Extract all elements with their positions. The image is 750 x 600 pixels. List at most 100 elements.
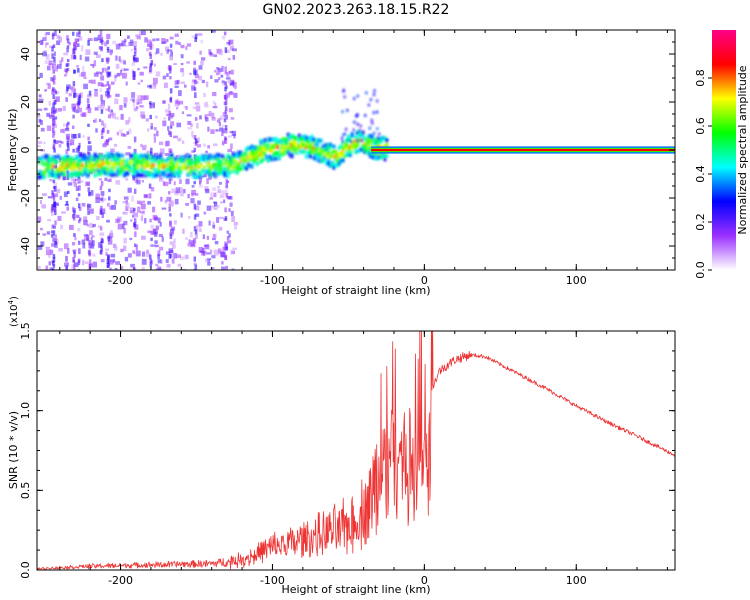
- heatmap-cell: [168, 173, 172, 178]
- heatmap-cell: [133, 71, 136, 77]
- heatmap-cell: [341, 110, 344, 114]
- heatmap-cell: [135, 98, 139, 103]
- heatmap-cell: [69, 139, 75, 146]
- spectrogram-ytick-label: 0: [19, 147, 32, 154]
- heatmap-cell: [232, 152, 236, 157]
- heatmap-cell: [193, 70, 197, 76]
- heatmap-cell: [143, 144, 148, 149]
- heatmap-cell: [150, 60, 154, 66]
- heatmap-cell: [52, 94, 55, 100]
- heatmap-cell: [65, 89, 69, 94]
- heatmap-cell: [139, 71, 144, 76]
- heatmap-cell: [125, 202, 130, 206]
- heatmap-cell: [148, 183, 152, 189]
- heatmap-cell: [233, 225, 237, 230]
- heatmap-cell: [89, 165, 94, 170]
- heatmap-cell: [58, 247, 63, 252]
- heatmap-cell: [77, 181, 81, 184]
- heatmap-cell: [58, 169, 63, 174]
- heatmap-cell: [279, 139, 283, 144]
- spectrogram-xtick-label: 0: [421, 274, 428, 287]
- heatmap-cell: [91, 167, 95, 172]
- heatmap-cell: [77, 146, 80, 152]
- heatmap-cell: [228, 39, 234, 45]
- heatmap-cell: [151, 166, 156, 171]
- heatmap-cell: [150, 163, 154, 168]
- heatmap-cell: [226, 235, 230, 241]
- heatmap-cell: [42, 37, 47, 41]
- heatmap-cell: [42, 171, 46, 176]
- heatmap-cell: [215, 155, 219, 160]
- heatmap-cell: [169, 76, 172, 80]
- heatmap-cell: [206, 161, 210, 166]
- heatmap-cell: [264, 143, 269, 148]
- heatmap-cell: [51, 127, 55, 134]
- heatmap-cell: [174, 101, 180, 107]
- heatmap-cell: [40, 127, 45, 132]
- heatmap-cell: [228, 70, 231, 74]
- heatmap-cell: [164, 158, 168, 163]
- heatmap-cell: [149, 101, 152, 105]
- heatmap-cell: [86, 161, 90, 166]
- heatmap-cell: [157, 163, 161, 168]
- heatmap-cell: [279, 151, 283, 156]
- heatmap-cell: [147, 201, 151, 205]
- heatmap-cell: [186, 172, 190, 177]
- heatmap-cell: [129, 98, 133, 102]
- heatmap-cell: [134, 231, 137, 238]
- heatmap-cell: [270, 144, 274, 149]
- heatmap-cell: [100, 94, 103, 101]
- heatmap-cell: [111, 165, 115, 170]
- heatmap-cell: [159, 148, 165, 154]
- heatmap-cell: [378, 132, 381, 136]
- heatmap-cell: [180, 54, 184, 59]
- heatmap-cell: [90, 190, 94, 196]
- heatmap-cell: [99, 88, 102, 93]
- heatmap-cell: [112, 243, 117, 249]
- heatmap-cell: [123, 227, 126, 234]
- heatmap-cell: [315, 138, 320, 143]
- heatmap-cell: [190, 160, 194, 165]
- heatmap-cell: [122, 173, 126, 178]
- heatmap-cell: [194, 79, 197, 85]
- heatmap-cell: [149, 46, 152, 50]
- heatmap-cell: [233, 166, 238, 171]
- heatmap-cell: [231, 151, 234, 155]
- heatmap-cell: [97, 171, 101, 176]
- heatmap-cell: [61, 57, 64, 62]
- heatmap-cell: [162, 165, 166, 170]
- heatmap-cell: [54, 116, 58, 120]
- spectrogram-ylabel: Frequency (Hz): [6, 109, 19, 192]
- heatmap-cell: [224, 137, 228, 141]
- heatmap-cell: [52, 264, 56, 268]
- heatmap-cell: [202, 169, 207, 174]
- heatmap-cell: [151, 161, 156, 166]
- heatmap-cell: [381, 152, 385, 157]
- heatmap-cell: [108, 196, 111, 201]
- heatmap-cell: [160, 163, 165, 168]
- heatmap-cell: [214, 69, 217, 73]
- heatmap-cell: [97, 105, 101, 110]
- heatmap-cell: [169, 228, 175, 234]
- heatmap-cell: [83, 216, 88, 223]
- heatmap-cell: [120, 133, 125, 137]
- heatmap-cell: [119, 105, 123, 111]
- heatmap-cell: [166, 174, 170, 179]
- heatmap-cell: [217, 204, 220, 208]
- heatmap-cell: [213, 192, 217, 198]
- heatmap-cell: [290, 133, 294, 138]
- heatmap-cell: [40, 157, 44, 162]
- heatmap-cell: [90, 237, 93, 240]
- heatmap-cell: [188, 154, 192, 159]
- heatmap-cell: [352, 97, 356, 101]
- heatmap-cell: [73, 182, 77, 187]
- heatmap-cell: [350, 146, 354, 151]
- heatmap-cell: [71, 242, 76, 246]
- heatmap-cell: [205, 258, 209, 263]
- heatmap-cell: [210, 172, 214, 177]
- heatmap-cell: [228, 233, 231, 238]
- heatmap-cell: [107, 91, 110, 95]
- heatmap-cell: [227, 57, 231, 61]
- heatmap-cell: [51, 268, 55, 270]
- heatmap-cell: [101, 120, 104, 126]
